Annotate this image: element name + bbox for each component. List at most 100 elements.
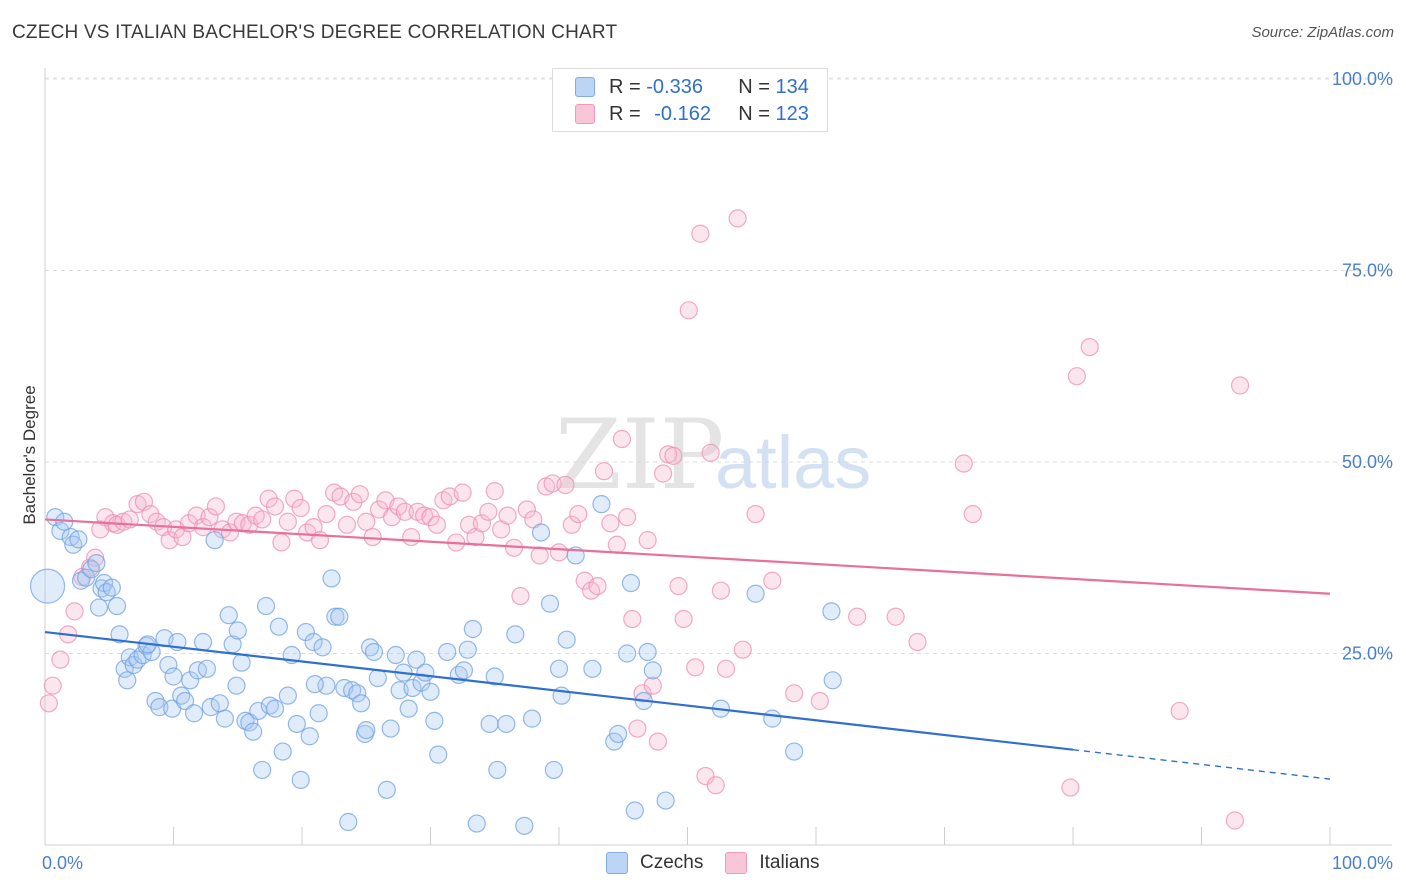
italian-point — [696, 766, 715, 786]
series-czechs — [29, 495, 842, 835]
czech-point — [317, 676, 336, 695]
legend-n-value-italians: 123 — [775, 102, 809, 125]
italian-point — [569, 504, 588, 524]
czech-point — [228, 621, 247, 640]
czech-point — [549, 659, 569, 678]
italian-point — [691, 224, 710, 243]
italian-point — [43, 676, 62, 695]
italian-point — [1230, 376, 1250, 395]
czech-point — [438, 642, 457, 662]
czech-point — [522, 709, 542, 728]
italian-point — [623, 609, 642, 629]
czech-point — [621, 573, 641, 593]
czech-point — [592, 495, 611, 514]
bottom-legend-label-czechs: Czechs — [640, 852, 704, 873]
czech-point — [407, 650, 426, 669]
czech-point — [305, 675, 324, 694]
czech-point — [309, 704, 328, 723]
czech-point — [326, 607, 345, 626]
italian-point — [337, 515, 357, 534]
legend-swatch-italians — [575, 104, 595, 124]
legend-r-value-czechs: -0.336 — [646, 75, 703, 98]
italian-point — [1061, 778, 1080, 797]
tick-labels: 25.0% 50.0% 75.0% 100.0% 0.0% 100.0% — [42, 69, 1393, 873]
italian-point — [265, 497, 285, 516]
czech-point — [64, 535, 83, 554]
italian-point — [594, 462, 614, 481]
czech-point — [201, 698, 220, 717]
source-label: Source: ZipAtlas.com — [1251, 24, 1394, 41]
italian-point — [686, 658, 705, 677]
italian-point — [963, 504, 982, 524]
italian-point — [530, 546, 549, 565]
italian-point — [810, 691, 829, 711]
italian-point — [485, 482, 504, 501]
czech-point — [643, 661, 662, 680]
italian-point — [414, 506, 434, 525]
italian-point — [200, 508, 219, 527]
italian-point — [39, 694, 58, 713]
watermark-atlas: atlas — [715, 421, 871, 504]
czech-point — [265, 699, 285, 718]
czech-point — [386, 645, 405, 665]
czech-point — [115, 659, 134, 678]
x-tick-label-min: 0.0% — [42, 853, 83, 873]
czech-point — [232, 653, 251, 672]
czech-point — [638, 642, 657, 662]
italian-point — [679, 301, 698, 320]
czech-point — [244, 722, 263, 741]
italian-point — [785, 684, 804, 703]
italian-point — [317, 504, 336, 524]
czech-point — [339, 812, 358, 832]
czech-point — [210, 694, 229, 713]
italian-point — [498, 506, 517, 525]
czech-point — [29, 568, 66, 604]
czech-point — [454, 661, 474, 680]
italian-point — [402, 527, 421, 547]
italian-point — [511, 586, 530, 606]
bottom-legend-label-italians: Italians — [759, 852, 820, 873]
czech-point — [205, 531, 224, 550]
czech-point — [71, 571, 91, 590]
czech-point — [159, 655, 178, 675]
italian-point — [716, 659, 736, 678]
czech-point — [287, 714, 306, 734]
italian-point — [1067, 367, 1086, 386]
czech-point — [822, 602, 841, 621]
italian-point — [51, 650, 70, 669]
czech-point — [343, 681, 362, 700]
italians-trend-line — [44, 518, 1331, 595]
italian-point — [638, 531, 657, 550]
y-tick-label-50: 50.0% — [1342, 452, 1393, 472]
czech-point — [540, 594, 560, 613]
czech-point — [51, 521, 70, 541]
italian-point — [733, 640, 752, 659]
czech-point — [463, 619, 483, 639]
czech-point — [425, 711, 444, 731]
czech-point — [399, 699, 418, 718]
czech-point — [467, 814, 486, 833]
czech-point — [488, 760, 507, 780]
czech-point — [110, 625, 129, 644]
legend-r-value-italians: -0.162 — [654, 102, 711, 125]
legend: R = -0.336 N = 134 R = -0.162 N = 123 — [552, 68, 828, 132]
czech-point — [253, 760, 272, 780]
legend-row-czechs: R = -0.336 N = 134 — [575, 74, 809, 100]
italian-point — [664, 446, 683, 465]
italian-point — [582, 581, 601, 600]
bottom-legend-swatch-czechs — [606, 852, 628, 874]
trend-lines — [44, 518, 1331, 780]
czech-point — [746, 584, 765, 603]
y-tick-label-100: 100.0% — [1332, 69, 1393, 89]
italian-point — [746, 504, 765, 524]
czech-point — [618, 644, 637, 663]
y-tick-label-25: 25.0% — [1342, 644, 1393, 664]
czech-point — [118, 671, 137, 690]
italian-point — [427, 515, 447, 534]
italian-point — [1170, 701, 1189, 721]
italian-point — [669, 576, 688, 596]
czech-point — [823, 671, 842, 690]
bottom-legend-czechs: Czechs — [606, 852, 703, 874]
czech-point — [89, 598, 109, 617]
czech-point — [313, 638, 332, 657]
